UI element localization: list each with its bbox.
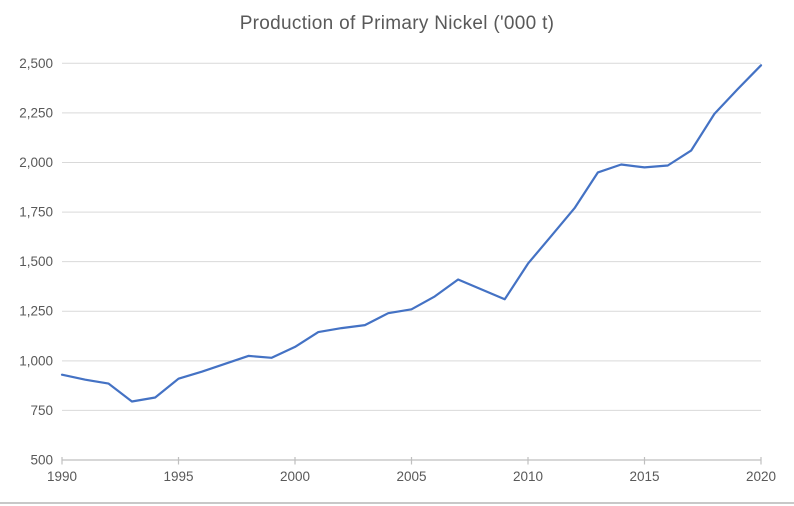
y-tick-label: 1,750 <box>19 205 53 220</box>
x-tick-label: 1990 <box>47 469 77 484</box>
x-tick-label: 2015 <box>629 469 659 484</box>
y-tick-label: 2,250 <box>19 105 53 120</box>
y-tick-label: 1,250 <box>19 304 53 319</box>
y-tick-label: 2,000 <box>19 155 53 170</box>
y-tick-label: 750 <box>30 403 53 418</box>
chart-title: Production of Primary Nickel ('000 t) <box>239 13 555 34</box>
x-tick-label: 1995 <box>163 469 193 484</box>
y-tick-label: 500 <box>30 453 53 468</box>
y-tick-label: 1,000 <box>19 353 53 368</box>
x-tick-label: 2005 <box>396 469 426 484</box>
x-tick-label: 2010 <box>513 469 543 484</box>
x-tick-label: 2020 <box>746 469 776 484</box>
y-tick-label: 2,500 <box>19 56 53 71</box>
y-tick-label: 1,500 <box>19 254 53 269</box>
x-tick-label: 2000 <box>280 469 310 484</box>
series-line-primary-nickel <box>60 64 763 403</box>
screenshot-bottom-border <box>0 502 794 504</box>
